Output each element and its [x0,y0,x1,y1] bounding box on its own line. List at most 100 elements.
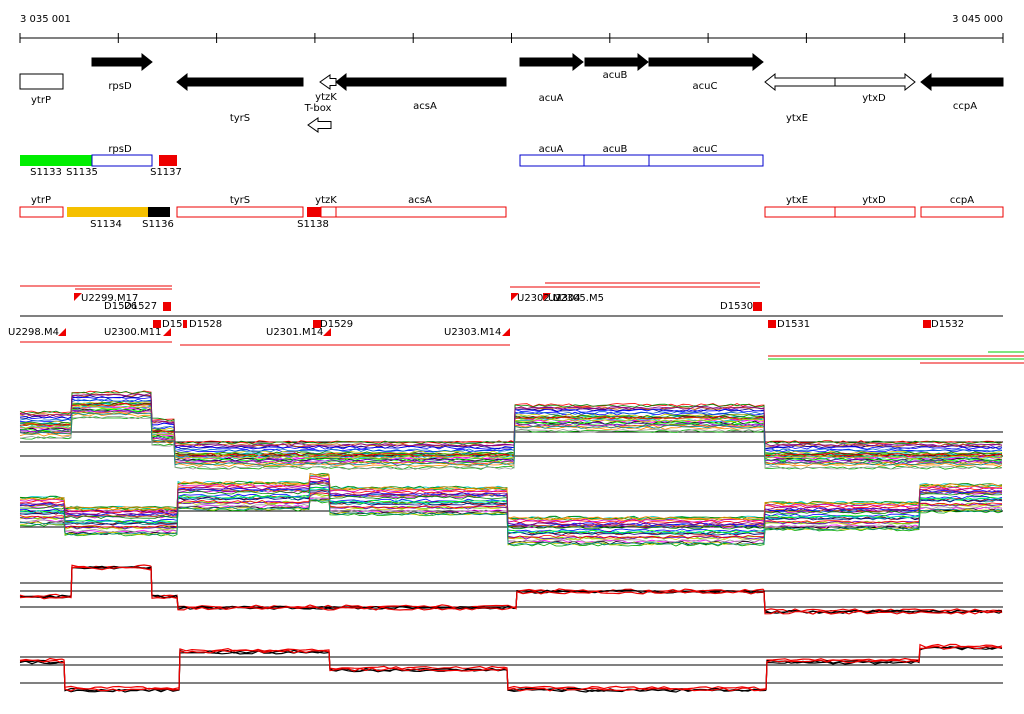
expression-trace [19,564,1003,613]
segment-label: ytrP [31,195,51,206]
segment-label: ytxD [862,195,886,206]
probe-label: D1528 [189,319,222,330]
gene-arrow [584,52,649,72]
expression-trace [19,480,1003,528]
gene-arrow [176,72,304,92]
probe-label: D1527 [124,301,157,312]
probe-flag [502,328,510,336]
expression-trace [19,646,1003,693]
expression-trace [19,415,1003,470]
segment [307,207,321,217]
gene-arrow [519,52,584,72]
segment [91,154,153,167]
probe-mark [183,320,187,328]
segment [834,206,916,218]
segment-label: S1134 [90,219,122,230]
gene-label: ytzK [315,92,337,103]
expression-trace [19,402,1003,457]
probe-label: U2301.M14 [266,327,323,338]
segment-label: S1133 [30,167,62,178]
segment [176,206,304,218]
probe-flag [163,328,171,336]
probe-label: D15 [162,319,182,330]
segment-label: ytzK [315,195,337,206]
segment [335,206,507,218]
segment-label: S1137 [150,167,182,178]
expression-trace [19,395,1003,450]
segment [148,207,170,217]
gene-label: acsA [413,101,437,112]
expression-trace [19,398,1003,453]
gene-label: ccpA [953,101,977,112]
gene-arrow [920,72,1004,92]
probe-label: U2304 [548,293,581,304]
gene-box [19,73,64,90]
segment-label: S1136 [142,219,174,230]
gene-arrow [764,72,836,92]
probe-mark [753,302,762,311]
segment [159,155,177,166]
segment-label: acuC [693,144,718,155]
segment [67,207,148,217]
segment [920,206,1004,218]
segment [764,206,836,218]
segment-label: ytxE [786,195,808,206]
segment-label: acuA [539,144,564,155]
expression-trace [19,645,1002,692]
segment [19,206,64,218]
probe-mark [163,302,171,311]
gene-arrow [307,117,332,133]
expression-trace [19,393,1003,447]
expression-trace [19,403,1003,458]
probe-label: U2298.M4 [8,327,59,338]
gene-track: ytrP rpsD tyrS ytzK T-box acsA acuA acuB… [19,52,1004,133]
gene-arrow [648,52,764,72]
gene-label: acuB [603,70,628,81]
expression-trace [19,405,1003,460]
gene-label: ytrP [31,95,51,106]
gene-label: T-box [304,103,332,114]
expression-tracks [19,390,1003,693]
gene-label: acuA [539,93,564,104]
gene-label: acuC [693,81,718,92]
gene-arrow [319,74,337,90]
expression-trace [19,480,1003,528]
probe-label: U2299.M17 [81,293,138,304]
probe-flag [511,293,519,301]
probe-mark [768,320,776,328]
segment [648,154,764,167]
probe-flag [74,293,82,301]
expression-trace [19,411,1003,466]
probe-flag [58,328,66,336]
gene-label: tyrS [230,113,250,124]
segment-label: rpsD [108,144,132,155]
gene-arrow [834,72,916,92]
probe-label: U2300.M11 [104,327,161,338]
segment-label: acsA [408,195,432,206]
probe-label: U2302.M3 [517,293,568,304]
gene-label: rpsD [108,81,132,92]
segment-track-top: rpsD acuA acuB acuC S1133 S1135 S1137 [20,144,764,178]
expression-trace [19,566,1003,615]
expression-trace [19,410,1003,465]
probe-label: U2303.M14 [444,327,501,338]
segment-label: S1135 [66,167,98,178]
segment [519,154,585,167]
gene-label: ytxD [862,93,886,104]
probe-label: U2305.M5 [553,293,604,304]
scale-start: 3 035 001 [20,14,71,25]
segment [20,155,92,166]
segment-label: ccpA [950,195,974,206]
expression-trace [19,492,1003,539]
probe-label: D1530 [720,301,753,312]
segment [583,154,650,167]
segment-label: acuB [603,144,628,155]
segment [320,206,337,218]
expression-trace [19,476,1003,523]
expression-trace [19,403,1003,457]
expression-trace [19,473,1003,521]
probe-flag [543,293,551,301]
expression-trace [19,401,1003,456]
expression-trace [19,406,1003,461]
probe-label: D1532 [931,319,964,330]
